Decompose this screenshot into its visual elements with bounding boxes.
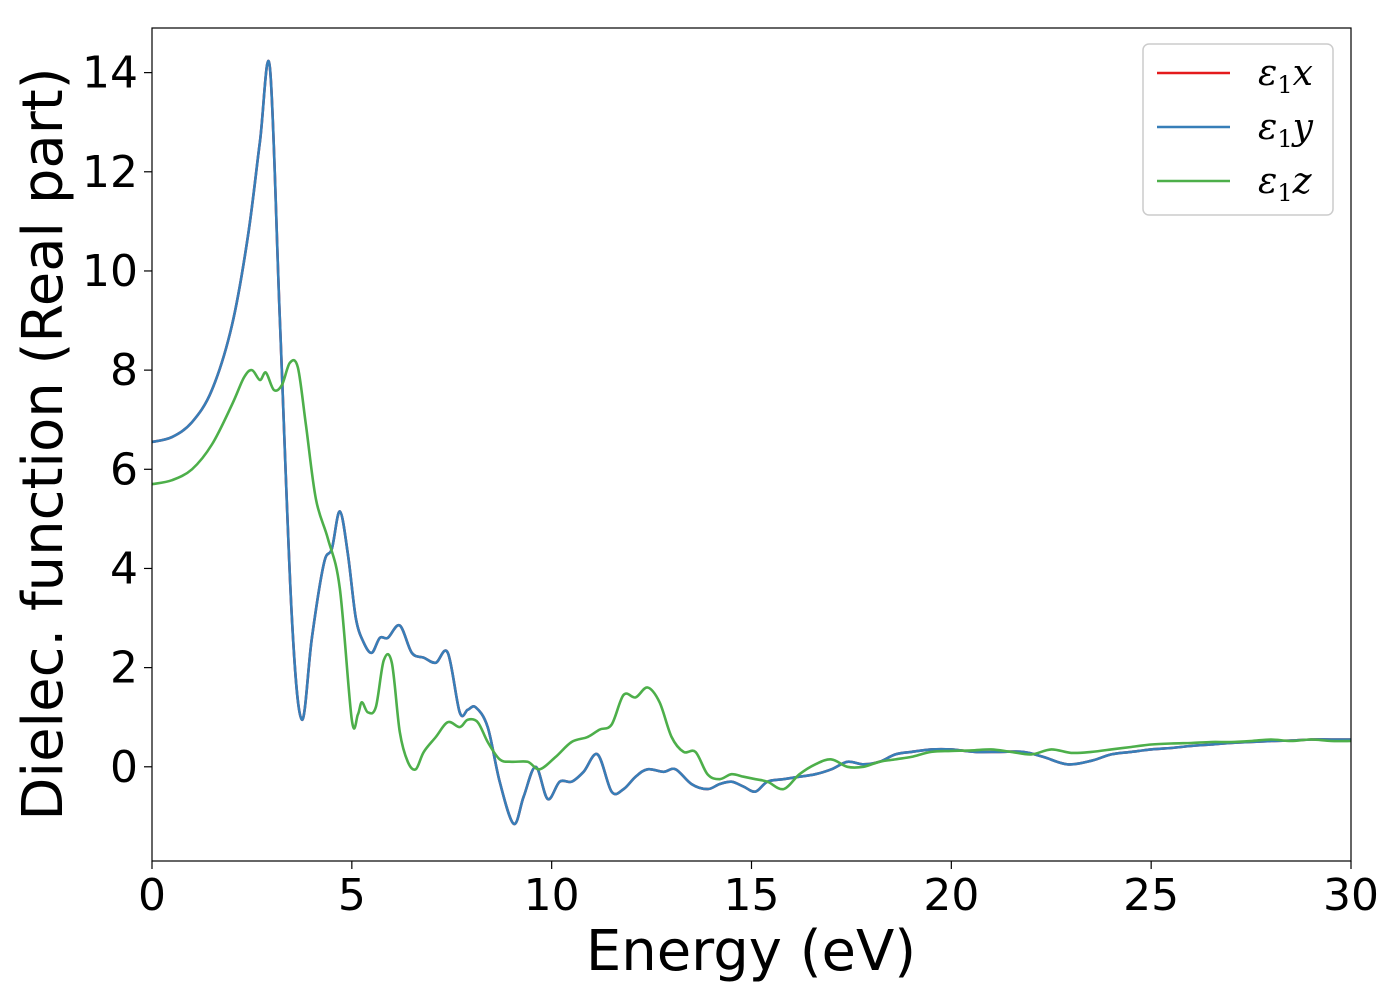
x-axis-label: Energy (eV)	[586, 919, 916, 984]
legend: ε1x ε1y ε1z	[1142, 43, 1334, 216]
legend-label-z: ε1z	[1258, 161, 1313, 207]
series-line-z	[151, 358, 1352, 791]
legend-label-x: ε1x	[1258, 53, 1313, 99]
y-tick-label: 14	[82, 48, 138, 99]
y-tick-label: 2	[110, 643, 138, 694]
y-tick-label: 8	[110, 345, 138, 396]
x-tick-label: 10	[524, 870, 580, 921]
y-axis: 0 2 4 6 8 10 12 14	[82, 48, 152, 793]
series-line-y	[151, 59, 1351, 826]
x-tick-label: 5	[338, 870, 366, 921]
x-tick-label: 30	[1323, 870, 1379, 921]
y-tick-label: 4	[110, 543, 138, 594]
y-tick-label: 0	[110, 742, 138, 793]
y-tick-label: 12	[82, 147, 138, 198]
x-tick-label: 25	[1123, 870, 1179, 921]
y-tick-label: 10	[82, 246, 138, 297]
x-tick-label: 15	[724, 870, 780, 921]
y-tick-label: 6	[110, 444, 138, 495]
x-tick-label: 20	[923, 870, 979, 921]
legend-label-y: ε1y	[1258, 107, 1314, 153]
legend-box	[1142, 43, 1334, 216]
y-axis-label: Dielec. function (Real part)	[11, 67, 76, 820]
x-tick-label: 0	[138, 870, 166, 921]
x-axis: 0 5 10 15 20 25 30	[138, 861, 1379, 921]
plot-lines	[151, 59, 1352, 826]
